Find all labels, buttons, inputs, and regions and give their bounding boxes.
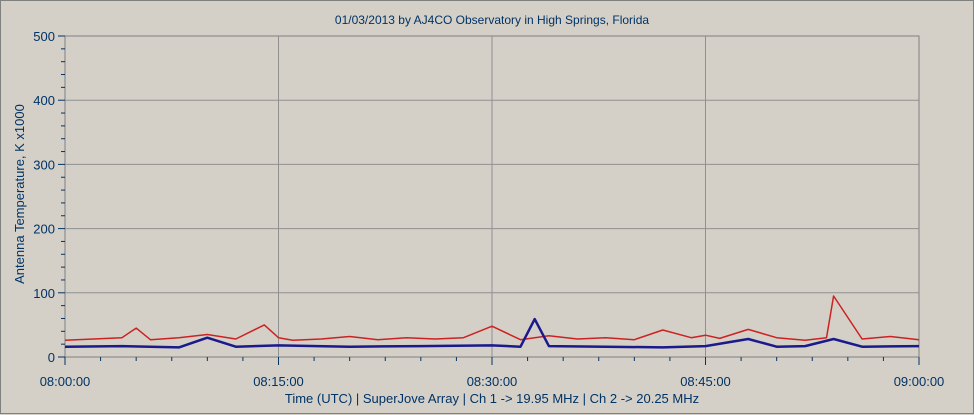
grid-lines [65,36,919,357]
x-tick-label: 08:45:00 [680,374,731,389]
y-tick-label: 0 [48,350,55,365]
axes: 0 100 200 300 400 500 08:00:00 08:15:00 08:30:00… [33,29,944,389]
y-axis-label: Antenna Temperature, K x1000 [12,104,27,284]
chart-title: 01/03/2013 by AJ4CO Observatory in High … [335,13,649,27]
y-tick-label: 200 [33,222,55,237]
series-layer [64,295,920,349]
series-1-line [64,295,920,342]
x-tick-label: 08:15:00 [253,374,304,389]
y-tick-label: 100 [33,286,55,301]
y-tick-label: 300 [33,157,55,172]
x-tick-label: 08:30:00 [467,374,518,389]
x-axis-label: Time (UTC) | SuperJove Array | Ch 1 -> 1… [285,391,699,406]
y-tick-label: 500 [33,29,55,44]
x-tick-label: 08:00:00 [40,374,91,389]
x-tick-label: 09:00:00 [894,374,945,389]
series-2-line [64,317,920,349]
y-tick-label: 400 [33,93,55,108]
